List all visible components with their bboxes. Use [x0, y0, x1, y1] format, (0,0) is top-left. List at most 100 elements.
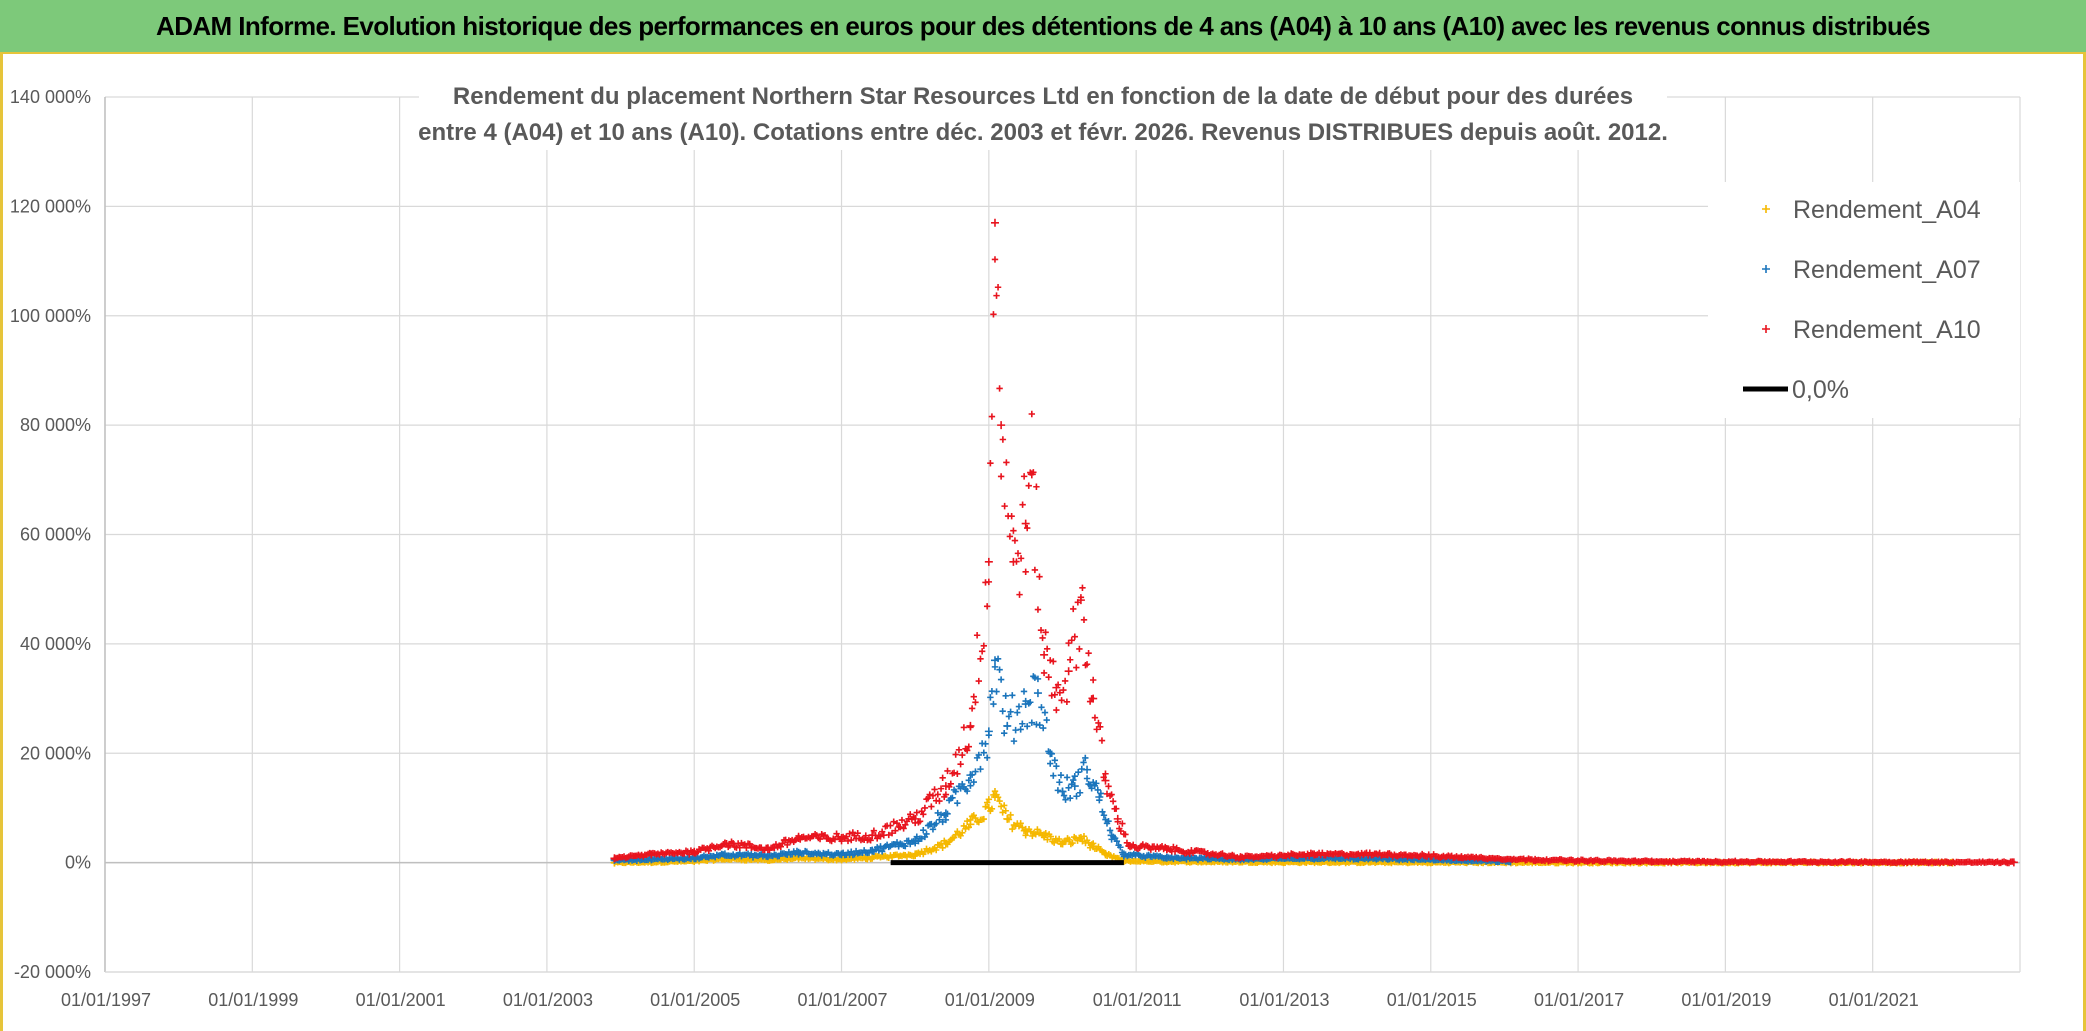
scatter-point	[942, 816, 950, 824]
scatter-point	[934, 791, 942, 798]
chart-title-line-2: entre 4 (A04) et 10 ans (A10). Cotations…	[418, 119, 1668, 146]
scatter-point	[705, 847, 712, 854]
scatter-point	[993, 688, 1000, 695]
scatter-point	[1105, 818, 1112, 825]
scatter-point	[913, 833, 921, 840]
scatter-point	[854, 829, 861, 837]
scatter-point	[928, 803, 935, 810]
data-point	[1089, 694, 1098, 703]
scatter-point	[987, 694, 994, 701]
data-point	[1101, 776, 1110, 785]
scatter-point	[1113, 805, 1120, 812]
scatter-point	[939, 844, 946, 852]
data-point	[837, 850, 846, 859]
scatter-point	[1094, 786, 1101, 794]
scatter-point	[936, 797, 943, 805]
scatter-point	[1070, 605, 1077, 613]
scatter-point	[1034, 606, 1042, 613]
scatter-point	[967, 782, 974, 789]
scatter-point	[947, 780, 954, 788]
scatter-point	[867, 837, 874, 844]
scatter-point	[975, 677, 983, 685]
data-point	[1076, 596, 1085, 605]
scatter-point	[1061, 677, 1069, 685]
scatter-point	[1031, 674, 1039, 681]
scatter-point	[1080, 616, 1088, 624]
scatter-point	[913, 809, 921, 816]
data-point	[1040, 650, 1049, 659]
scatter-point	[1055, 835, 1063, 843]
scatter-point	[1089, 779, 1097, 786]
scatter-point	[1041, 709, 1049, 716]
scatter-point	[1066, 836, 1073, 844]
scatter-point	[1024, 723, 1031, 730]
y-tick-label: 80 000%	[20, 415, 91, 435]
scatter-point	[1016, 591, 1023, 598]
scatter-point	[1095, 719, 1102, 727]
scatter-point	[1001, 502, 1008, 510]
scatter-point	[885, 831, 892, 839]
scatter-point	[1027, 828, 1034, 835]
x-tick-label: 01/01/2021	[1829, 990, 1919, 1010]
scatter-point	[980, 815, 988, 823]
legend: Rendement_A04 Rendement_A07 Rendement_A10 0…	[1708, 182, 2020, 418]
data-point	[1531, 855, 1540, 864]
y-tick-label: 0%	[65, 853, 91, 873]
x-tick-label: 01/01/2015	[1387, 990, 1477, 1010]
data-point	[868, 853, 877, 862]
scatter-point	[999, 707, 1006, 715]
data-point	[1021, 825, 1030, 834]
data-point	[984, 727, 993, 736]
scatter-point	[918, 835, 925, 842]
data-point	[984, 803, 993, 812]
data-point	[1162, 844, 1171, 853]
scatter-point	[1017, 726, 1024, 733]
scatter-point	[1050, 772, 1057, 779]
legend-marker	[1762, 265, 1770, 273]
scatter-point	[1053, 706, 1060, 714]
data-point	[984, 557, 993, 566]
y-tick-label: 140 000%	[10, 87, 91, 107]
scatter-point	[1017, 820, 1024, 827]
scatter-point	[1093, 726, 1100, 733]
x-tick-label: 01/01/2017	[1534, 990, 1624, 1010]
scatter-point	[982, 803, 989, 810]
scatter-point	[965, 777, 972, 784]
scatter-point	[1119, 820, 1126, 827]
scatter-point	[1079, 584, 1086, 592]
scatter-point	[1068, 637, 1075, 644]
scatter-point	[1020, 688, 1028, 695]
scatter-point	[954, 828, 961, 835]
scatter-point	[959, 751, 966, 759]
scatter-point	[952, 788, 959, 795]
scatter-point	[1060, 792, 1068, 799]
scatter-point	[954, 770, 961, 778]
scatter-point	[1044, 836, 1051, 843]
x-tick-label: 01/01/2011	[1093, 990, 1182, 1010]
scatter-point	[1057, 771, 1065, 779]
data-point	[941, 782, 950, 791]
scatter-point	[1097, 723, 1104, 731]
scatter-point	[1098, 737, 1106, 744]
scatter-point	[1014, 550, 1022, 557]
scatter-point	[1019, 501, 1026, 508]
scatter-point	[1083, 661, 1091, 668]
data-point	[1457, 853, 1466, 862]
scatter-point	[1051, 691, 1059, 698]
data-point	[1083, 765, 1092, 774]
data-point	[997, 421, 1006, 430]
scatter-point	[1039, 634, 1046, 642]
data-point	[763, 844, 772, 853]
data-point	[1070, 782, 1079, 791]
scatter-point	[898, 816, 906, 824]
scatter-point	[985, 796, 993, 803]
scatter-point	[1002, 807, 1009, 814]
series-rendement-a07	[610, 655, 1515, 866]
scatter-point	[1025, 482, 1032, 489]
scatter-point	[846, 830, 853, 837]
scatter-point	[950, 769, 958, 776]
scatter-point	[890, 818, 897, 825]
scatter-point	[748, 850, 755, 857]
scatter-point	[939, 774, 946, 781]
scatter-point	[1073, 793, 1080, 800]
